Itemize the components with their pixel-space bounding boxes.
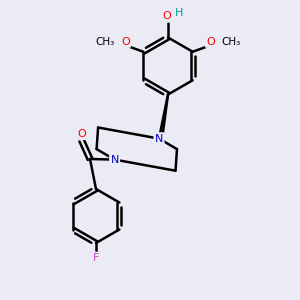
Text: F: F bbox=[93, 253, 99, 263]
Text: O: O bbox=[206, 37, 215, 46]
Text: N: N bbox=[155, 134, 163, 144]
Text: O: O bbox=[77, 129, 86, 139]
Text: CH₃: CH₃ bbox=[222, 37, 241, 46]
Text: O: O bbox=[162, 11, 171, 21]
Text: CH₃: CH₃ bbox=[95, 37, 114, 46]
Text: H: H bbox=[175, 8, 183, 18]
Text: N: N bbox=[110, 154, 119, 165]
Text: O: O bbox=[121, 37, 130, 46]
